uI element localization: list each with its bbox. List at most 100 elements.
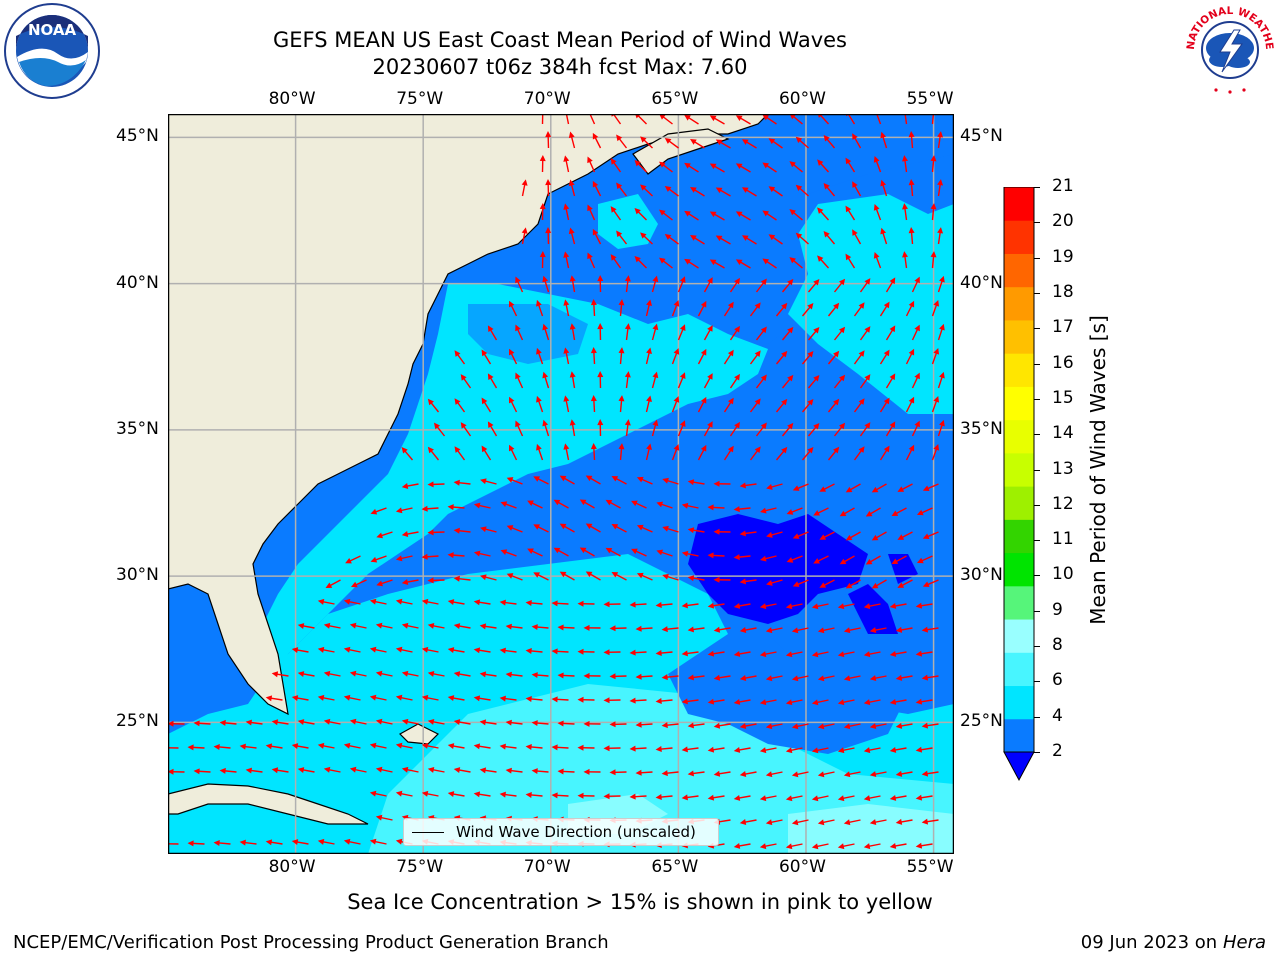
wave-direction-arrow: [509, 444, 518, 461]
wave-direction-arrow: [937, 275, 945, 293]
wave-direction-arrow: [480, 574, 497, 581]
wave-direction-arrow: [749, 446, 761, 461]
wave-direction-arrow: [479, 671, 497, 678]
wave-direction-arrow: [707, 794, 725, 801]
wave-direction-arrow: [707, 746, 725, 753]
wave-direction-arrow: [585, 523, 601, 533]
wave-direction-arrow: [271, 671, 289, 678]
longitude-tick-label: 80°W: [268, 89, 316, 109]
longitude-tick-label: 75°W: [396, 89, 444, 109]
branch-credit: NCEP/EMC/Verification Post Processing Pr…: [13, 932, 609, 953]
wave-direction-arrow: [345, 555, 361, 564]
colorbar-tick-label: 2: [1052, 741, 1063, 761]
wave-direction-arrow: [839, 507, 855, 517]
wave-direction-arrow: [454, 398, 466, 413]
wave-direction-arrow: [656, 501, 673, 509]
wave-direction-arrow: [525, 743, 543, 750]
wave-direction-arrow: [697, 300, 707, 317]
wave-direction-arrow: [563, 155, 570, 173]
wave-direction-arrow: [609, 721, 627, 728]
wave-direction-arrow: [651, 323, 659, 341]
wave-direction-arrow: [395, 790, 413, 797]
wave-direction-arrow: [597, 323, 604, 341]
colorbar-segment: [1004, 419, 1034, 454]
wave-direction-arrow: [592, 228, 602, 245]
wave-direction-arrow: [905, 444, 915, 461]
wave-direction-arrow: [775, 350, 788, 365]
wave-direction-arrow: [545, 179, 552, 197]
wave-direction-arrow: [781, 422, 794, 437]
colorbar-tick-mark: [1034, 434, 1040, 436]
wave-direction-arrow: [664, 185, 679, 197]
wave-direction-arrow: [845, 205, 856, 221]
wave-direction-arrow: [421, 505, 439, 512]
wave-direction-arrow: [401, 531, 419, 537]
wave-direction-arrow: [343, 838, 361, 845]
wave-direction-arrow: [536, 443, 544, 461]
wave-direction-arrow: [911, 276, 920, 293]
wave-direction-arrow: [569, 371, 576, 389]
wave-direction-arrow: [536, 395, 544, 413]
wave-direction-arrow: [655, 602, 673, 609]
run-date: 09 Jun 2023 on Hera: [1081, 932, 1266, 953]
wave-direction-arrow: [807, 326, 820, 341]
wave-direction-arrow: [629, 697, 647, 704]
wave-direction-arrow: [791, 627, 809, 634]
wave-direction-arrow: [723, 349, 734, 365]
wave-direction-arrow: [636, 476, 653, 485]
wave-direction-arrow: [915, 794, 933, 801]
wave-direction-arrow: [629, 745, 647, 752]
wave-direction-arrow: [271, 719, 289, 726]
wave-direction-arrow: [713, 722, 731, 729]
wave-direction-arrow: [265, 839, 283, 846]
colorbar-tick-mark: [1034, 257, 1040, 259]
wave-direction-arrow: [735, 211, 751, 221]
wave-direction-arrow: [827, 302, 840, 317]
wave-direction-arrow: [427, 398, 440, 413]
wave-direction-arrow: [837, 699, 855, 706]
wave-direction-arrow: [879, 445, 890, 461]
wave-direction-arrow: [603, 601, 621, 608]
wave-direction-arrow: [715, 235, 731, 245]
wave-direction-arrow: [370, 555, 387, 563]
wave-direction-arrow: [684, 258, 699, 269]
wave-direction-arrow: [427, 481, 445, 488]
wave-direction-arrow: [577, 648, 595, 655]
wave-direction-arrow: [749, 302, 761, 317]
wave-direction-arrow: [823, 182, 836, 197]
colorbar-segment: [1004, 652, 1034, 687]
wave-direction-arrow: [421, 646, 439, 653]
wave-direction-arrow: [766, 531, 783, 538]
wave-direction-arrow: [733, 698, 751, 705]
colorbar-tick-mark: [1034, 681, 1040, 683]
wave-direction-arrow: [897, 483, 913, 492]
wave-direction-arrow: [687, 722, 705, 729]
wave-direction-arrow: [618, 347, 625, 365]
wave-direction-arrow: [852, 181, 862, 197]
wave-direction-arrow: [801, 302, 814, 317]
wave-direction-arrow: [551, 744, 569, 751]
wave-direction-arrow: [369, 838, 387, 845]
wave-direction-arrow: [592, 180, 602, 197]
wave-direction-arrow: [453, 623, 471, 630]
wave-direction-arrow: [845, 483, 861, 493]
wave-direction-arrow: [323, 766, 341, 773]
wave-direction-arrow: [681, 550, 699, 557]
wave-direction-arrow: [766, 579, 783, 586]
colorbar-tick-label: 21: [1052, 176, 1074, 196]
wave-direction-arrow: [525, 791, 543, 798]
wave-direction-arrow: [897, 579, 913, 588]
wave-direction-arrow: [636, 572, 653, 581]
wave-direction-arrow: [453, 671, 471, 678]
wave-direction-arrow: [937, 371, 945, 389]
colorbar-tick-label: 15: [1052, 387, 1074, 408]
wave-direction-arrow: [811, 651, 829, 658]
wave-direction-arrow: [895, 722, 913, 729]
wave-direction-arrow: [863, 747, 881, 754]
wave-direction-arrow: [585, 475, 601, 485]
wave-direction-arrow: [640, 136, 653, 149]
svg-text:NOAA: NOAA: [28, 21, 77, 39]
wave-direction-arrow: [349, 622, 367, 629]
wave-direction-arrow: [811, 747, 829, 754]
wave-direction-arrow: [795, 184, 809, 197]
